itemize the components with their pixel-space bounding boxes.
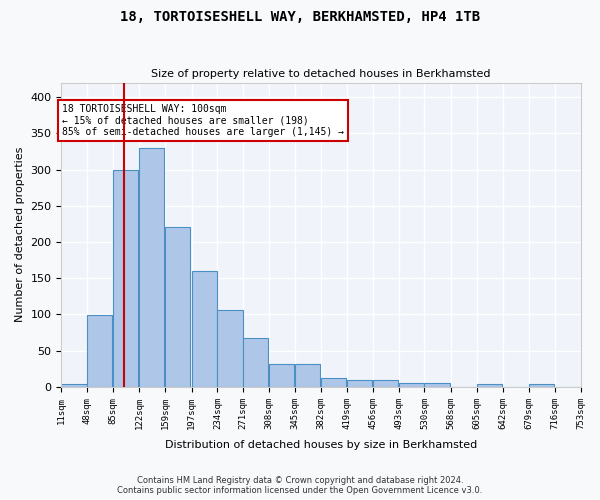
Bar xyxy=(113,170,139,387)
Bar xyxy=(295,364,320,387)
Bar xyxy=(243,338,268,387)
Bar xyxy=(321,378,346,387)
Bar xyxy=(87,315,112,387)
Bar xyxy=(529,384,554,387)
Y-axis label: Number of detached properties: Number of detached properties xyxy=(15,147,25,322)
Title: Size of property relative to detached houses in Berkhamsted: Size of property relative to detached ho… xyxy=(151,69,491,79)
Bar xyxy=(398,384,424,387)
Bar xyxy=(477,384,502,387)
Text: 18, TORTOISESHELL WAY, BERKHAMSTED, HP4 1TB: 18, TORTOISESHELL WAY, BERKHAMSTED, HP4 … xyxy=(120,10,480,24)
Bar xyxy=(373,380,398,387)
Bar xyxy=(217,310,242,387)
Text: 18 TORTOISESHELL WAY: 100sqm
← 15% of detached houses are smaller (198)
85% of s: 18 TORTOISESHELL WAY: 100sqm ← 15% of de… xyxy=(62,104,344,138)
Bar xyxy=(139,148,164,387)
Bar xyxy=(424,384,449,387)
Bar xyxy=(61,384,86,387)
Bar xyxy=(191,271,217,387)
Text: Contains HM Land Registry data © Crown copyright and database right 2024.
Contai: Contains HM Land Registry data © Crown c… xyxy=(118,476,482,495)
Bar xyxy=(269,364,295,387)
Bar xyxy=(165,228,190,387)
Bar xyxy=(347,380,372,387)
X-axis label: Distribution of detached houses by size in Berkhamsted: Distribution of detached houses by size … xyxy=(165,440,477,450)
